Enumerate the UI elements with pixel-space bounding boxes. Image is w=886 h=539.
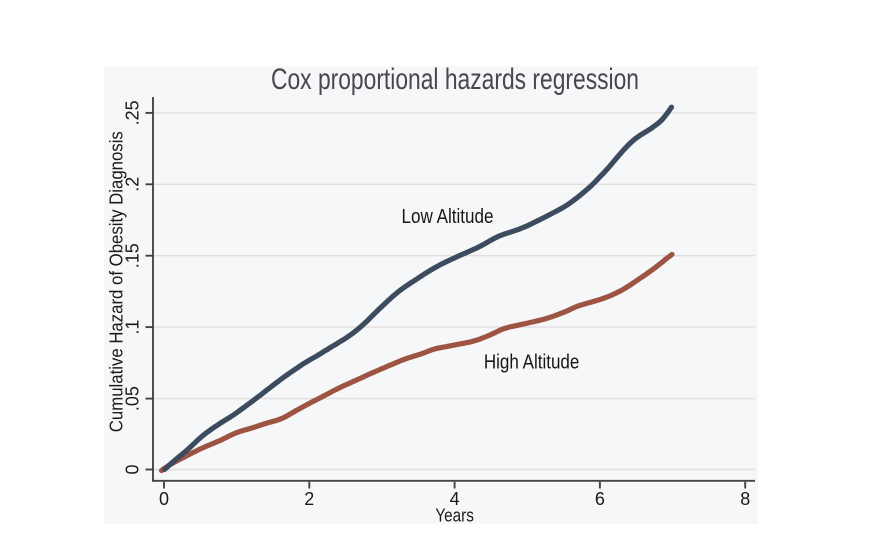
svg-text:.1: .1 (123, 320, 143, 335)
svg-text:.05: .05 (123, 386, 143, 411)
svg-text:4: 4 (450, 489, 460, 509)
svg-text:Cox proportional hazards regre: Cox proportional hazards regression (271, 63, 639, 96)
svg-text:8: 8 (740, 489, 750, 509)
svg-text:Low Altitude: Low Altitude (402, 206, 494, 228)
svg-text:0: 0 (159, 489, 169, 509)
svg-text:Cumulative Hazard of Obesity D: Cumulative Hazard of Obesity Diagnosis (107, 131, 127, 432)
svg-text:High Altitude: High Altitude (484, 352, 580, 374)
svg-text:0: 0 (123, 464, 143, 474)
svg-text:2: 2 (304, 489, 314, 509)
svg-text:6: 6 (595, 489, 605, 509)
svg-text:.25: .25 (123, 100, 143, 125)
svg-text:.15: .15 (123, 243, 143, 268)
svg-text:Years: Years (435, 506, 474, 526)
svg-text:.2: .2 (123, 177, 143, 192)
